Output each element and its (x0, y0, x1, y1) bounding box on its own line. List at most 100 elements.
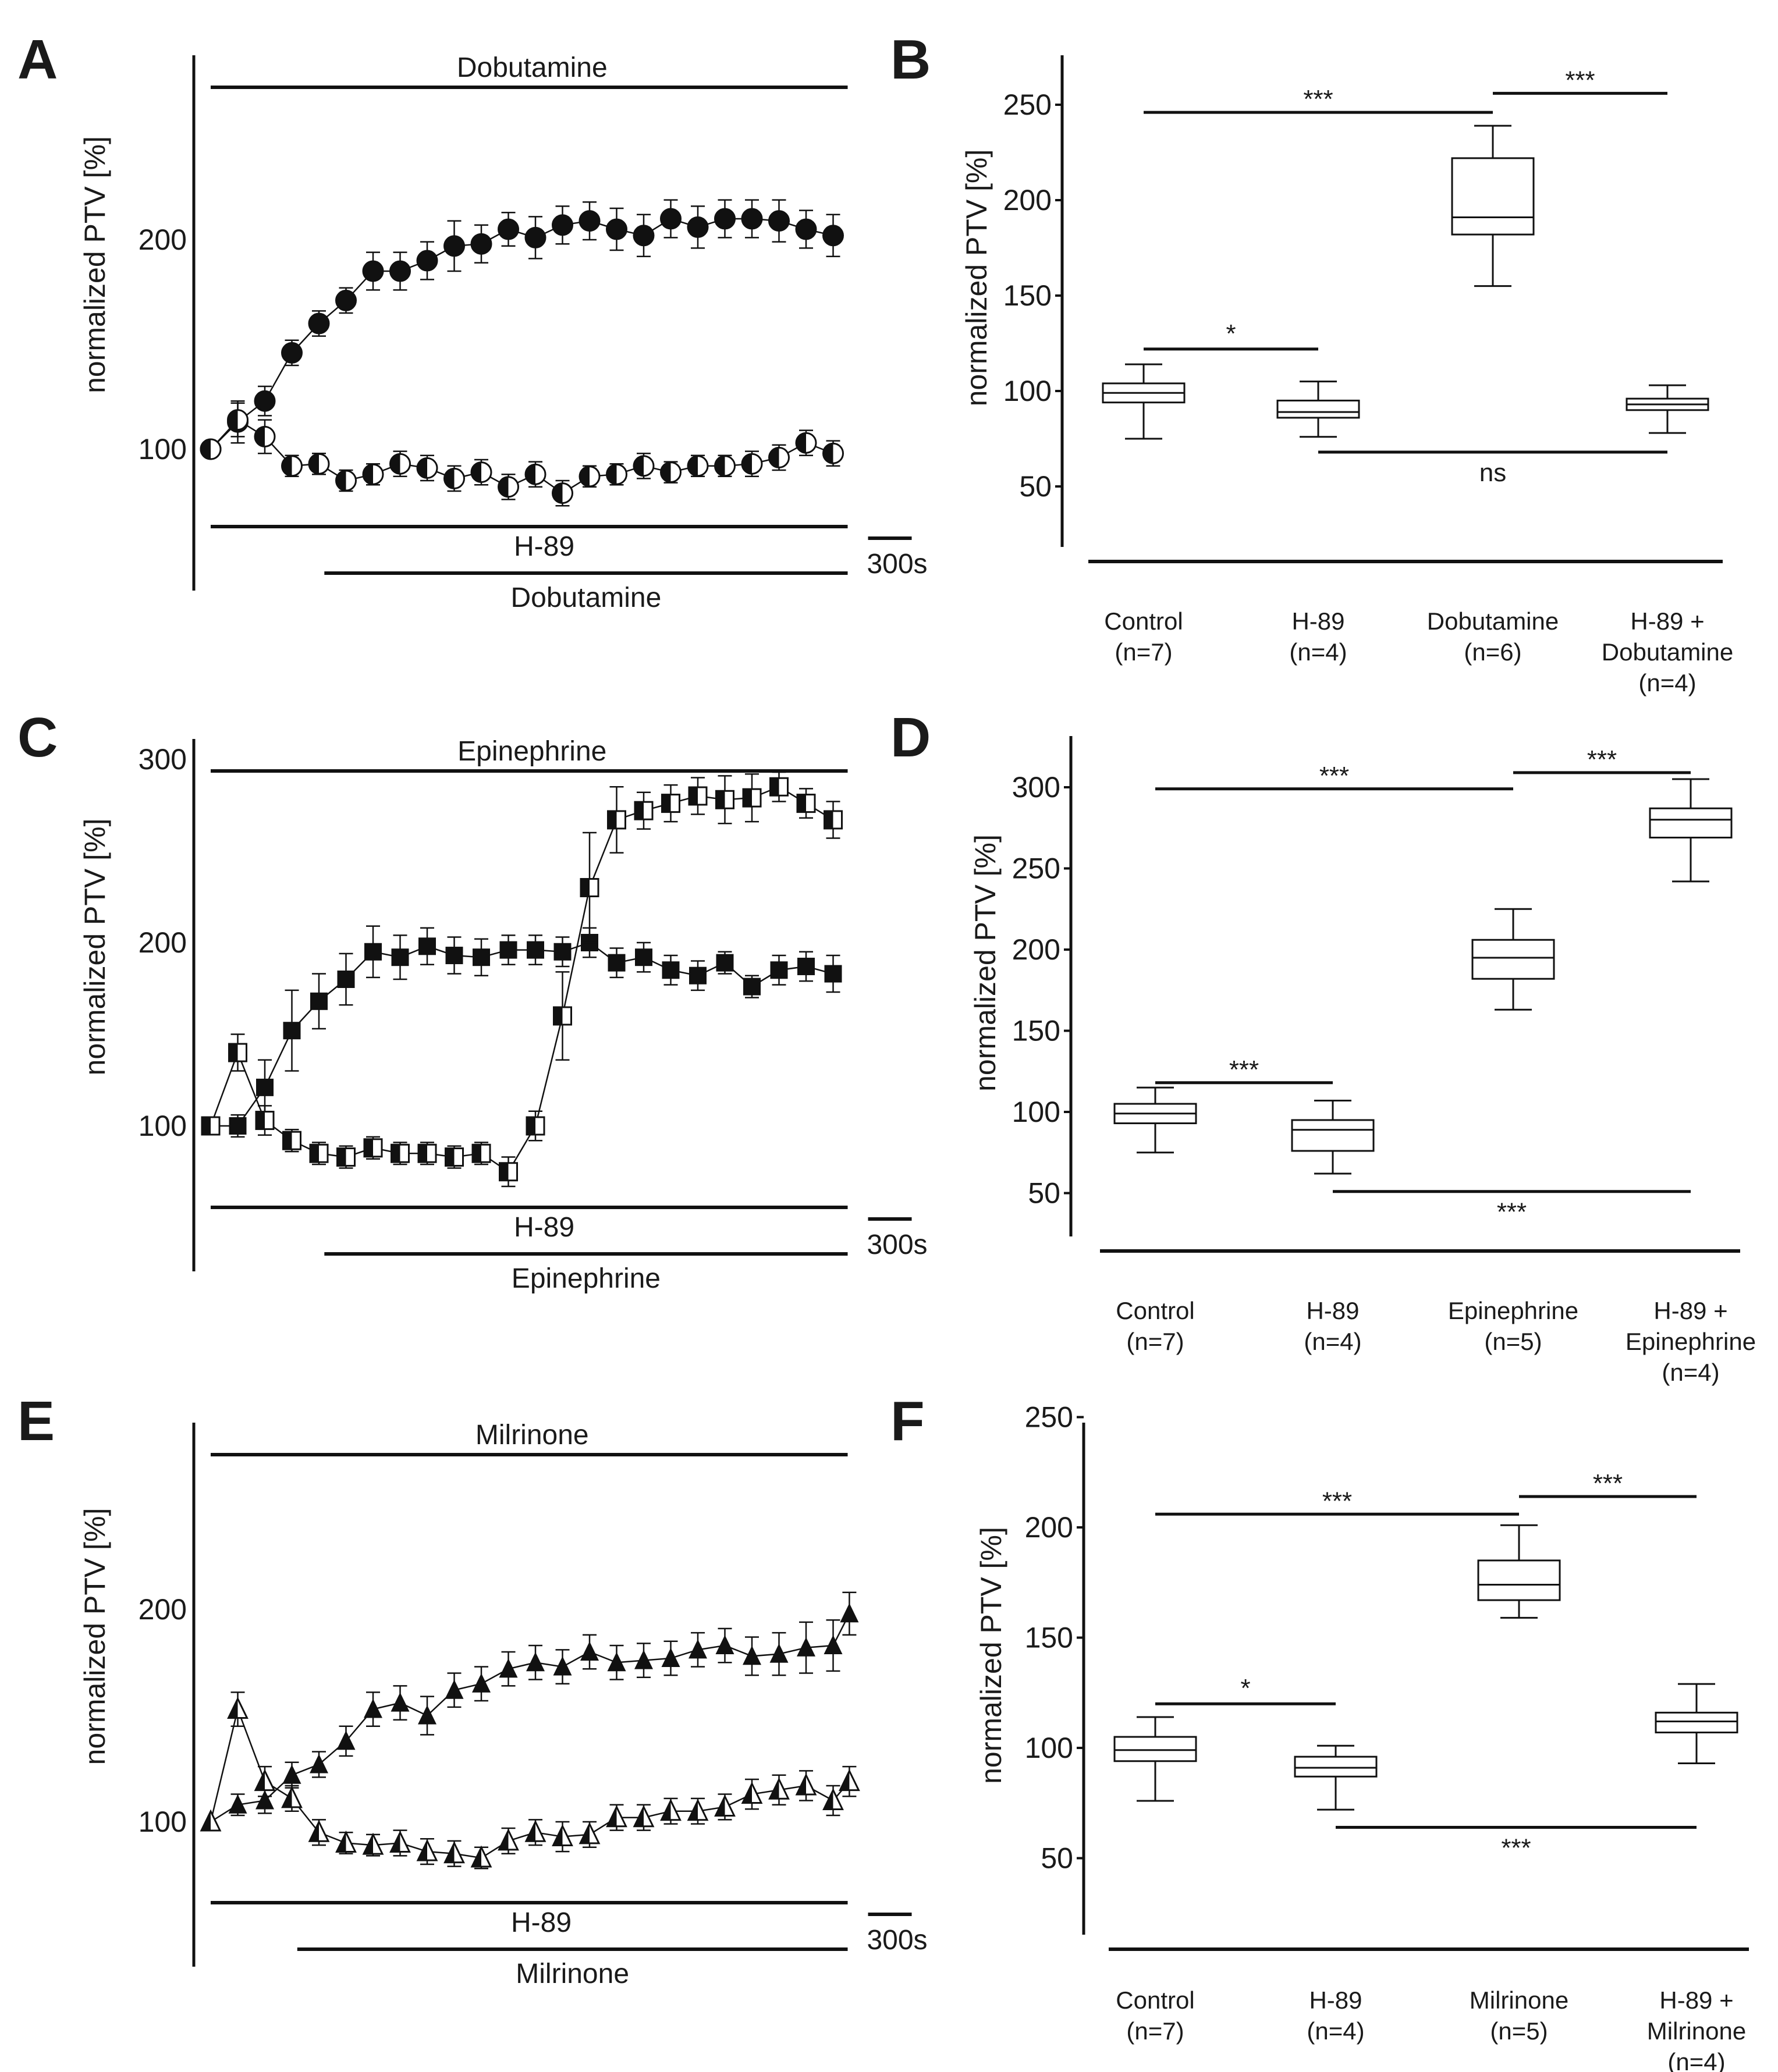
significance-label: ns (1479, 459, 1506, 487)
data-point-fill (229, 1044, 238, 1061)
data-point (526, 1652, 545, 1672)
data-point (634, 1650, 653, 1669)
data-point-fill (797, 1775, 806, 1794)
data-point-fill (715, 456, 725, 476)
category-label-line2: (n=7) (1115, 638, 1172, 666)
data-point (795, 432, 817, 454)
data-point (714, 455, 736, 477)
data-point (445, 947, 463, 965)
data-point (607, 1652, 626, 1672)
data-point (335, 470, 357, 492)
data-point (416, 1839, 438, 1861)
y-tick-label: 300 (139, 743, 187, 776)
series-circle-filled (200, 199, 844, 460)
panel-letter: A (17, 29, 58, 91)
data-point-fill (256, 1111, 265, 1129)
box-0 (1102, 363, 1186, 440)
data-point (470, 233, 492, 255)
data-point-fill (634, 1807, 644, 1826)
box-iqr (1477, 1559, 1561, 1601)
data-point (552, 482, 573, 504)
significance-bracket: *** (1333, 1190, 1691, 1227)
y-tick-label: 50 (1041, 1842, 1073, 1875)
data-point-fill (824, 811, 833, 829)
data-point (255, 1790, 274, 1810)
data-point (824, 965, 842, 983)
y-tick-label: 100 (139, 433, 187, 465)
series-line (210, 218, 833, 450)
data-point (499, 1658, 518, 1678)
y-tick-label: 200 (1003, 184, 1052, 216)
data-point-fill (201, 439, 211, 459)
data-point (714, 208, 736, 230)
data-point (661, 794, 680, 813)
y-tick-label: 50 (1019, 470, 1052, 503)
panel-letter: F (890, 1390, 925, 1452)
box-iqr (1294, 1755, 1378, 1778)
data-point (822, 442, 844, 464)
data-point-fill (418, 1145, 427, 1163)
box-3 (1655, 1683, 1738, 1765)
box-2 (1477, 1524, 1561, 1619)
category-label-line2: (n=7) (1126, 1328, 1184, 1355)
box-iqr (1276, 399, 1360, 419)
data-point (824, 810, 843, 830)
y-axis-title: normalized PTV [%] (975, 1527, 1007, 1784)
data-point (689, 966, 707, 985)
data-point (201, 1116, 221, 1136)
data-point-fill (310, 1822, 319, 1842)
category-label: Control (1116, 1297, 1194, 1324)
data-point-fill (444, 468, 455, 489)
category-label-line2: Milrinone (1647, 2017, 1746, 2045)
y-tick-label: 150 (1025, 1622, 1073, 1654)
y-axis-title: normalized PTV [%] (960, 150, 993, 407)
data-point (336, 1147, 356, 1167)
data-point-fill (743, 789, 752, 807)
data-point (608, 954, 626, 972)
data-point-fill (282, 1787, 292, 1807)
y-tick-label: 100 (139, 1110, 187, 1142)
data-point (795, 1773, 817, 1796)
data-point (335, 289, 357, 311)
significance-label: *** (1497, 1198, 1527, 1227)
data-point (580, 1641, 599, 1661)
significance-label: *** (1593, 1469, 1623, 1498)
data-point (524, 463, 546, 485)
data-point (443, 235, 465, 257)
data-point-fill (742, 454, 752, 474)
data-point-fill (526, 464, 535, 485)
data-point (580, 878, 599, 897)
data-point-fill (390, 454, 400, 474)
data-point (526, 1116, 545, 1136)
data-point-fill (796, 433, 806, 453)
data-point (255, 1111, 275, 1131)
box-iqr (1655, 1711, 1738, 1733)
data-point-fill (606, 464, 617, 485)
data-point (633, 225, 655, 247)
data-point (606, 1805, 627, 1828)
data-point (552, 214, 573, 236)
data-point (741, 1782, 763, 1804)
data-point-fill (255, 1771, 265, 1790)
category-label: H-89 (1306, 1297, 1359, 1324)
panel-letter: C (17, 706, 58, 769)
significance-bracket: *** (1144, 85, 1493, 114)
box-0 (1113, 1086, 1197, 1154)
treatment-label-top: Epinephrine (457, 736, 606, 767)
data-point (470, 1845, 492, 1868)
data-point (687, 216, 709, 238)
data-point (797, 1637, 815, 1657)
category-label: H-89 (1309, 1986, 1362, 2014)
data-point (524, 226, 546, 248)
data-point (364, 943, 382, 961)
data-point (607, 810, 626, 830)
data-point (418, 1705, 436, 1725)
y-tick-label: 300 (1012, 771, 1060, 804)
data-point (200, 1809, 222, 1832)
data-point (633, 455, 655, 477)
data-point (715, 1635, 734, 1655)
data-point (741, 453, 763, 475)
